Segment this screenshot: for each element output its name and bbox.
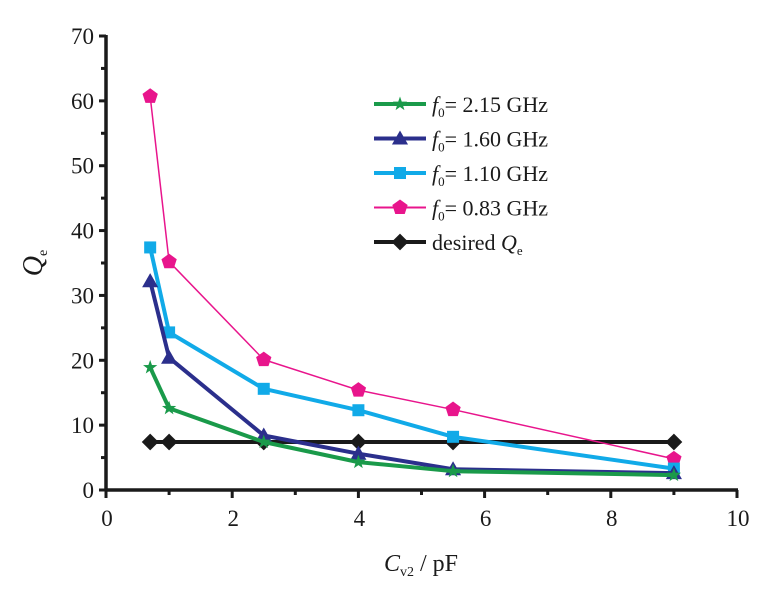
data-point [352,404,365,417]
data-point [256,434,271,449]
data-point [163,326,176,339]
legend-marker-triangle-icon [391,130,409,145]
x-tick-label: 6 [480,506,492,531]
data-point [445,401,461,417]
data-point [350,433,367,451]
x-axis-title: Cv2 / pF [384,551,458,580]
data-point [665,433,683,451]
series-f0-2-15-ghz [143,359,682,482]
data-point [161,253,177,269]
data-point [447,430,460,443]
x-tick-label: 8 [606,506,618,531]
axes: 0 10 20 30 40 50 60 70 0 2 4 6 8 10 [71,24,750,531]
series-f0-0-83-ghz [142,88,682,466]
data-point [257,382,270,395]
legend-label: f0= 0.83 GHz [432,196,548,224]
data-point [445,463,461,478]
data-point [141,433,159,451]
legend: f0= 2.15 GHz f0= 1.60 GHz f0= 1.10 GHz f0= … [374,92,548,258]
x-tick-label: 10 [727,506,750,531]
series-f0-1-10-ghz [144,241,680,475]
y-tick-label: 20 [71,348,94,373]
legend-item: f0= 1.60 GHz [374,127,548,155]
x-tick-label: 4 [354,506,366,531]
y-tick-label: 10 [71,413,94,438]
y-axis-title: Qe [18,250,51,276]
series-line [148,246,675,471]
y-tick-label: 50 [71,154,94,179]
legend-label: f0= 2.15 GHz [432,92,548,120]
data-point [161,349,178,364]
legend-marker-square-icon [394,167,406,179]
legend-item: f0= 0.83 GHz [374,196,548,224]
y-tick-label: 30 [71,283,94,308]
series-line [148,280,674,476]
legend-label: f0= 1.60 GHz [432,127,548,155]
legend-label: desired Qe [432,230,523,258]
series-f0-1-60-ghz [142,273,682,480]
series-line [148,366,674,478]
data-point [351,454,366,469]
y-tick-label: 40 [71,219,94,244]
data-point [143,359,158,374]
data-point [350,445,367,460]
y-tick-label: 0 [83,478,95,503]
legend-marker-pentagon-icon [392,199,408,215]
series-line [149,96,675,460]
x-tick-label: 2 [227,506,239,531]
data-point [666,467,682,482]
data-point [142,273,159,288]
y-tick-label: 60 [71,89,94,114]
data-point [142,88,158,103]
data-point [256,351,272,367]
legend-label: f0= 1.10 GHz [432,161,548,189]
y-tick-label: 70 [71,24,94,49]
series-layer [141,88,683,482]
legend-marker-star-icon [392,96,408,111]
data-point [144,241,157,254]
legend-marker-diamond-icon [391,233,409,251]
legend-item: desired Qe [374,230,523,258]
legend-item: f0= 2.15 GHz [374,92,548,120]
data-point [161,400,177,415]
x-tick-label: 0 [101,506,113,531]
legend-item: f0= 1.10 GHz [374,161,548,189]
data-point [666,450,682,466]
data-point [160,433,178,451]
data-point [350,382,367,397]
